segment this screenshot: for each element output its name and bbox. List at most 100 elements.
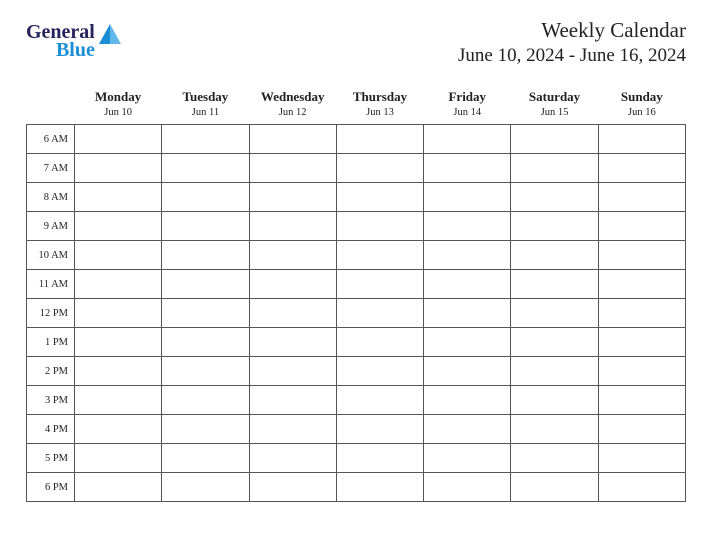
time-slot[interactable] [424, 270, 511, 299]
time-slot[interactable] [598, 473, 685, 502]
time-slot[interactable] [511, 270, 598, 299]
time-slot[interactable] [424, 357, 511, 386]
time-slot[interactable] [511, 299, 598, 328]
time-slot[interactable] [511, 473, 598, 502]
time-slot[interactable] [424, 183, 511, 212]
time-slot[interactable] [336, 241, 423, 270]
time-slot[interactable] [75, 125, 162, 154]
time-slot[interactable] [511, 328, 598, 357]
time-slot[interactable] [162, 154, 249, 183]
time-slot[interactable] [249, 357, 336, 386]
time-slot[interactable] [162, 212, 249, 241]
time-slot[interactable] [424, 212, 511, 241]
time-slot[interactable] [249, 154, 336, 183]
time-slot[interactable] [424, 154, 511, 183]
calendar-row: 6 PM [27, 473, 686, 502]
time-slot[interactable] [598, 386, 685, 415]
time-slot[interactable] [424, 299, 511, 328]
time-slot[interactable] [598, 415, 685, 444]
time-slot[interactable] [598, 241, 685, 270]
time-slot[interactable] [75, 183, 162, 212]
time-slot[interactable] [598, 183, 685, 212]
time-slot[interactable] [511, 212, 598, 241]
time-slot[interactable] [511, 241, 598, 270]
time-slot[interactable] [75, 328, 162, 357]
time-slot[interactable] [249, 299, 336, 328]
time-slot[interactable] [249, 212, 336, 241]
time-slot[interactable] [511, 154, 598, 183]
time-slot[interactable] [336, 386, 423, 415]
day-head: Sunday [598, 85, 685, 107]
time-slot[interactable] [511, 386, 598, 415]
time-slot[interactable] [162, 125, 249, 154]
time-slot[interactable] [162, 183, 249, 212]
time-slot[interactable] [162, 241, 249, 270]
time-slot[interactable] [598, 154, 685, 183]
time-slot[interactable] [249, 473, 336, 502]
time-slot[interactable] [75, 241, 162, 270]
time-slot[interactable] [249, 386, 336, 415]
time-slot[interactable] [424, 125, 511, 154]
day-head: Friday [424, 85, 511, 107]
time-slot[interactable] [424, 386, 511, 415]
time-slot[interactable] [336, 444, 423, 473]
time-slot[interactable] [511, 357, 598, 386]
date-head: Jun 14 [424, 107, 511, 125]
time-slot[interactable] [162, 357, 249, 386]
time-slot[interactable] [598, 299, 685, 328]
time-slot[interactable] [249, 241, 336, 270]
time-slot[interactable] [598, 212, 685, 241]
time-slot[interactable] [336, 212, 423, 241]
time-slot[interactable] [598, 357, 685, 386]
time-slot[interactable] [75, 444, 162, 473]
time-slot[interactable] [336, 328, 423, 357]
date-head: Jun 11 [162, 107, 249, 125]
time-slot[interactable] [162, 444, 249, 473]
time-slot[interactable] [598, 125, 685, 154]
time-slot[interactable] [162, 328, 249, 357]
time-slot[interactable] [511, 415, 598, 444]
time-slot[interactable] [75, 270, 162, 299]
time-slot[interactable] [249, 270, 336, 299]
time-slot[interactable] [336, 183, 423, 212]
calendar-row: 3 PM [27, 386, 686, 415]
time-slot[interactable] [162, 299, 249, 328]
time-slot[interactable] [598, 270, 685, 299]
time-slot[interactable] [424, 328, 511, 357]
time-slot[interactable] [75, 212, 162, 241]
time-slot[interactable] [249, 415, 336, 444]
time-slot[interactable] [424, 444, 511, 473]
time-slot[interactable] [598, 328, 685, 357]
time-slot[interactable] [75, 299, 162, 328]
time-slot[interactable] [598, 444, 685, 473]
time-slot[interactable] [162, 386, 249, 415]
time-label: 6 AM [27, 125, 75, 154]
time-slot[interactable] [249, 125, 336, 154]
time-slot[interactable] [424, 241, 511, 270]
time-slot[interactable] [336, 154, 423, 183]
calendar-row: 8 AM [27, 183, 686, 212]
time-slot[interactable] [424, 415, 511, 444]
time-slot[interactable] [75, 415, 162, 444]
time-slot[interactable] [162, 415, 249, 444]
time-slot[interactable] [336, 299, 423, 328]
time-slot[interactable] [75, 357, 162, 386]
time-slot[interactable] [336, 473, 423, 502]
time-slot[interactable] [336, 125, 423, 154]
time-slot[interactable] [511, 125, 598, 154]
date-head: Jun 10 [75, 107, 162, 125]
time-slot[interactable] [336, 415, 423, 444]
time-slot[interactable] [162, 473, 249, 502]
time-slot[interactable] [75, 154, 162, 183]
time-slot[interactable] [424, 473, 511, 502]
time-slot[interactable] [511, 444, 598, 473]
time-slot[interactable] [75, 473, 162, 502]
time-slot[interactable] [162, 270, 249, 299]
time-slot[interactable] [249, 183, 336, 212]
time-slot[interactable] [336, 270, 423, 299]
time-slot[interactable] [511, 183, 598, 212]
time-slot[interactable] [249, 328, 336, 357]
time-slot[interactable] [336, 357, 423, 386]
time-slot[interactable] [75, 386, 162, 415]
time-slot[interactable] [249, 444, 336, 473]
